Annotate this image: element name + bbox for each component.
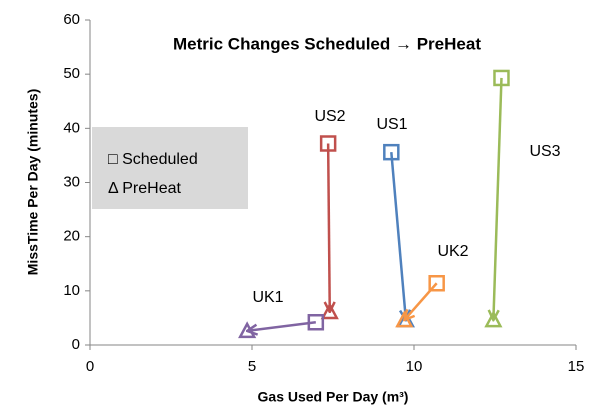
y-tick-label: 50	[63, 65, 80, 82]
series-label: UK1	[252, 289, 283, 306]
preheat-marker	[238, 321, 257, 339]
preheat-marker	[484, 310, 503, 328]
y-tick-label: 30	[63, 173, 80, 190]
preheat-marker	[395, 310, 414, 328]
scheduled-marker	[307, 314, 325, 331]
change-arrow	[404, 282, 438, 320]
change-arrow	[328, 143, 330, 312]
y-tick-label: 40	[63, 119, 80, 136]
chart-title: Metric Changes Scheduled → PreHeat	[173, 34, 481, 53]
x-tick-label: 10	[406, 358, 423, 375]
legend-entry: □ Scheduled	[108, 151, 198, 168]
scheduled-marker	[319, 135, 337, 152]
y-tick-label: 60	[63, 11, 80, 28]
scheduled-marker	[383, 143, 400, 161]
change-arrow	[493, 77, 503, 320]
change-arrow	[247, 321, 316, 331]
preheat-marker	[320, 302, 339, 320]
y-tick-label: 0	[72, 336, 80, 353]
y-tick-label: 20	[63, 228, 80, 245]
x-tick-label: 15	[568, 358, 585, 375]
series-label: UK2	[437, 243, 468, 260]
series-label: US3	[529, 143, 560, 160]
legend-box	[92, 127, 248, 209]
y-tick-label: 10	[63, 282, 80, 299]
y-axis-label: MissTime Per Day (minutes)	[25, 89, 41, 275]
change-arrow	[390, 152, 406, 320]
scheduled-marker	[428, 275, 445, 292]
scheduled-marker	[493, 69, 510, 87]
series-label: US1	[376, 116, 407, 133]
series-label: US2	[314, 108, 345, 125]
legend-entry: Δ PreHeat	[108, 180, 182, 197]
x-tick-label: 5	[248, 358, 256, 375]
x-tick-label: 0	[86, 358, 94, 375]
x-axis-label: Gas Used Per Day (m³)	[258, 389, 409, 405]
